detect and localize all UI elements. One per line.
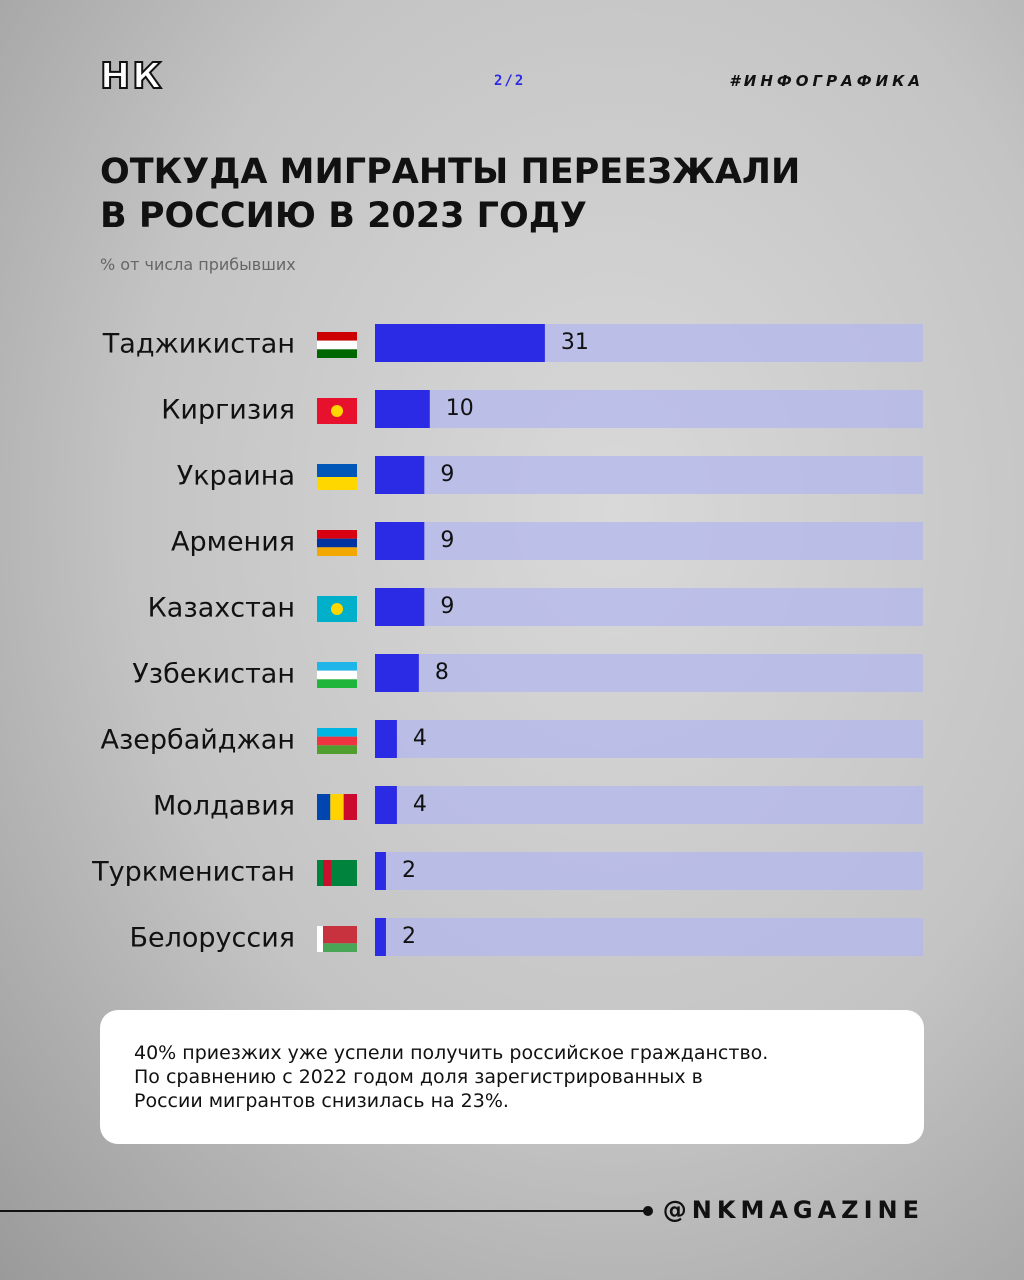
flag — [317, 662, 357, 688]
flag — [317, 596, 357, 622]
bar — [375, 654, 419, 692]
bar — [375, 390, 430, 428]
category-label: Молдавия — [153, 791, 295, 822]
flag — [317, 860, 357, 886]
bar — [375, 852, 386, 890]
category-label: Туркменистан — [91, 857, 295, 888]
footer-dot — [643, 1206, 653, 1216]
flag — [317, 728, 357, 754]
note-box: 40% приезжих уже успели получить российс… — [100, 1010, 924, 1144]
footer-handle: @NKMAGAZINE — [662, 1196, 924, 1224]
bar-track — [375, 522, 923, 560]
value-label: 10 — [446, 396, 474, 421]
note-line: По сравнению с 2022 годом доля зарегистр… — [134, 1066, 703, 1088]
bar — [375, 720, 397, 758]
bar-track — [375, 720, 923, 758]
note-line: 40% приезжих уже успели получить российс… — [134, 1042, 769, 1064]
category-label: Белоруссия — [129, 923, 295, 954]
flag — [317, 794, 357, 820]
bar — [375, 588, 425, 626]
category-label: Узбекистан — [132, 659, 295, 690]
flag — [317, 464, 357, 490]
flag — [317, 332, 357, 358]
page-number: 2/2 — [494, 73, 526, 89]
bar-track — [375, 918, 923, 956]
chart-subtitle: % от числа прибывших — [100, 255, 296, 274]
bar — [375, 522, 425, 560]
category-label: Украина — [177, 461, 295, 492]
value-label: 9 — [440, 528, 454, 553]
bar-track — [375, 588, 923, 626]
value-label: 9 — [440, 462, 454, 487]
value-label: 8 — [435, 660, 449, 685]
bar — [375, 324, 545, 362]
note-line: России мигрантов снизилась на 23%. — [134, 1090, 509, 1112]
value-label: 4 — [413, 792, 427, 817]
category-label: Таджикистан — [102, 329, 295, 360]
value-label: 9 — [440, 594, 454, 619]
flag — [317, 398, 357, 424]
logo: НК — [99, 55, 164, 98]
chart-title: ОТКУДА МИГРАНТЫ ПЕРЕЕЗЖАЛИ — [100, 152, 801, 192]
category-label: Армения — [171, 527, 295, 558]
bar-track — [375, 456, 923, 494]
bar-track — [375, 852, 923, 890]
bar-track — [375, 654, 923, 692]
bar — [375, 786, 397, 824]
bar — [375, 918, 386, 956]
bar — [375, 456, 425, 494]
value-label: 4 — [413, 726, 427, 751]
value-label: 2 — [402, 858, 416, 883]
bar-track — [375, 786, 923, 824]
flag — [317, 926, 357, 952]
bar-track — [375, 390, 923, 428]
category-label: Азербайджан — [100, 725, 295, 756]
value-label: 31 — [561, 330, 589, 355]
chart-title: В РОССИЮ В 2023 ГОДУ — [100, 196, 587, 236]
value-label: 2 — [402, 924, 416, 949]
category-label: Киргизия — [161, 395, 295, 426]
flag — [317, 530, 357, 556]
tag: #ИНФОГРАФИКА — [729, 72, 924, 90]
category-label: Казахстан — [148, 593, 295, 624]
